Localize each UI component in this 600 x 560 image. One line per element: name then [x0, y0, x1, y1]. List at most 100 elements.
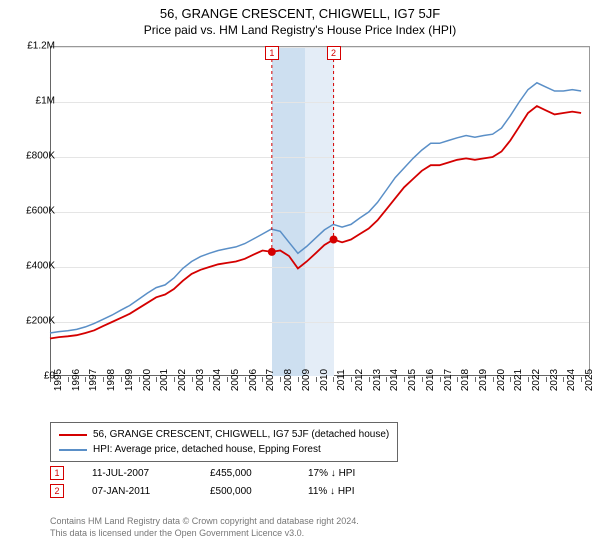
x-axis-label: 1997	[88, 369, 99, 391]
x-axis-label: 1998	[106, 369, 117, 391]
y-axis-label: £1M	[15, 96, 55, 107]
x-axis-label: 1999	[124, 369, 135, 391]
sale-row-marker: 1	[50, 466, 64, 480]
x-tick	[121, 377, 122, 382]
x-tick	[68, 377, 69, 382]
sale-marker-label: 1	[265, 46, 279, 60]
x-axis-label: 2014	[389, 369, 400, 391]
x-tick	[139, 377, 140, 382]
y-axis-label: £200K	[15, 316, 55, 327]
sale-price: £455,000	[210, 468, 280, 479]
series-price_paid	[50, 106, 581, 338]
footnote-line2: This data is licensed under the Open Gov…	[50, 528, 359, 540]
x-axis-label: 2011	[336, 369, 347, 391]
y-axis-label: £600K	[15, 206, 55, 217]
x-axis-label: 2006	[248, 369, 259, 391]
x-axis-label: 2019	[478, 369, 489, 391]
y-axis-label: £1.2M	[15, 41, 55, 52]
sale-marker-dot	[330, 236, 338, 244]
x-axis-label: 2009	[301, 369, 312, 391]
x-axis-label: 2018	[460, 369, 471, 391]
x-axis-label: 1995	[53, 369, 64, 391]
x-tick	[156, 377, 157, 382]
x-tick	[422, 377, 423, 382]
sale-row: 1 11-JUL-2007 £455,000 17% ↓ HPI	[50, 466, 398, 480]
x-tick	[174, 377, 175, 382]
x-axis-label: 2015	[407, 369, 418, 391]
x-axis-label: 2010	[319, 369, 330, 391]
footnote: Contains HM Land Registry data © Crown c…	[50, 516, 359, 539]
legend: 56, GRANGE CRESCENT, CHIGWELL, IG7 5JF (…	[50, 422, 398, 462]
legend-item: 56, GRANGE CRESCENT, CHIGWELL, IG7 5JF (…	[59, 427, 389, 442]
x-axis-label: 2004	[212, 369, 223, 391]
x-axis-label: 2003	[195, 369, 206, 391]
x-axis-label: 2002	[177, 369, 188, 391]
y-axis-label: £800K	[15, 151, 55, 162]
x-tick	[192, 377, 193, 382]
chart-container: 56, GRANGE CRESCENT, CHIGWELL, IG7 5JF P…	[0, 0, 600, 560]
x-tick	[333, 377, 334, 382]
sale-row-marker: 2	[50, 484, 64, 498]
x-axis-label: 2025	[584, 369, 595, 391]
legend-label: HPI: Average price, detached house, Eppi…	[93, 442, 321, 457]
x-axis-label: 2005	[230, 369, 241, 391]
x-tick	[351, 377, 352, 382]
x-axis-label: 2020	[496, 369, 507, 391]
sale-date: 07-JAN-2011	[92, 486, 182, 497]
x-axis-label: 2017	[443, 369, 454, 391]
footnote-line1: Contains HM Land Registry data © Crown c…	[50, 516, 359, 528]
x-axis-label: 2012	[354, 369, 365, 391]
legend-item: HPI: Average price, detached house, Eppi…	[59, 442, 389, 457]
x-axis-label: 2023	[549, 369, 560, 391]
series-hpi	[50, 83, 581, 333]
x-tick	[457, 377, 458, 382]
chart-title: 56, GRANGE CRESCENT, CHIGWELL, IG7 5JF	[0, 0, 600, 23]
x-axis-label: 2016	[425, 369, 436, 391]
sale-marker-dot	[268, 248, 276, 256]
x-tick	[262, 377, 263, 382]
x-tick	[298, 377, 299, 382]
x-tick	[581, 377, 582, 382]
x-tick	[245, 377, 246, 382]
sale-pct: 11% ↓ HPI	[308, 486, 398, 497]
plot-area	[50, 46, 590, 376]
x-axis-label: 1996	[71, 369, 82, 391]
plot-svg	[50, 47, 589, 376]
x-tick	[404, 377, 405, 382]
sale-row: 2 07-JAN-2011 £500,000 11% ↓ HPI	[50, 484, 398, 498]
x-axis-label: 2024	[566, 369, 577, 391]
legend-swatch	[59, 449, 87, 451]
sale-date: 11-JUL-2007	[92, 468, 182, 479]
x-tick	[316, 377, 317, 382]
x-tick	[209, 377, 210, 382]
x-tick	[563, 377, 564, 382]
x-axis-label: 2021	[513, 369, 524, 391]
x-tick	[546, 377, 547, 382]
sale-price: £500,000	[210, 486, 280, 497]
x-tick	[510, 377, 511, 382]
x-axis-label: 2001	[159, 369, 170, 391]
x-tick	[386, 377, 387, 382]
x-axis-label: 2008	[283, 369, 294, 391]
x-axis-label: 2007	[265, 369, 276, 391]
sale-pct: 17% ↓ HPI	[308, 468, 398, 479]
x-tick	[493, 377, 494, 382]
x-axis-label: 2000	[142, 369, 153, 391]
x-tick	[528, 377, 529, 382]
x-tick	[369, 377, 370, 382]
x-tick	[280, 377, 281, 382]
sales-table: 1 11-JUL-2007 £455,000 17% ↓ HPI 2 07-JAN-201…	[50, 466, 398, 502]
x-tick	[227, 377, 228, 382]
x-tick	[85, 377, 86, 382]
x-tick	[440, 377, 441, 382]
legend-swatch	[59, 434, 87, 436]
y-axis-label: £0	[15, 371, 55, 382]
x-tick	[475, 377, 476, 382]
legend-label: 56, GRANGE CRESCENT, CHIGWELL, IG7 5JF (…	[93, 427, 389, 442]
sale-marker-label: 2	[327, 46, 341, 60]
y-axis-label: £400K	[15, 261, 55, 272]
x-tick	[103, 377, 104, 382]
x-axis-label: 2013	[372, 369, 383, 391]
chart-subtitle: Price paid vs. HM Land Registry's House …	[0, 23, 600, 41]
x-axis-label: 2022	[531, 369, 542, 391]
